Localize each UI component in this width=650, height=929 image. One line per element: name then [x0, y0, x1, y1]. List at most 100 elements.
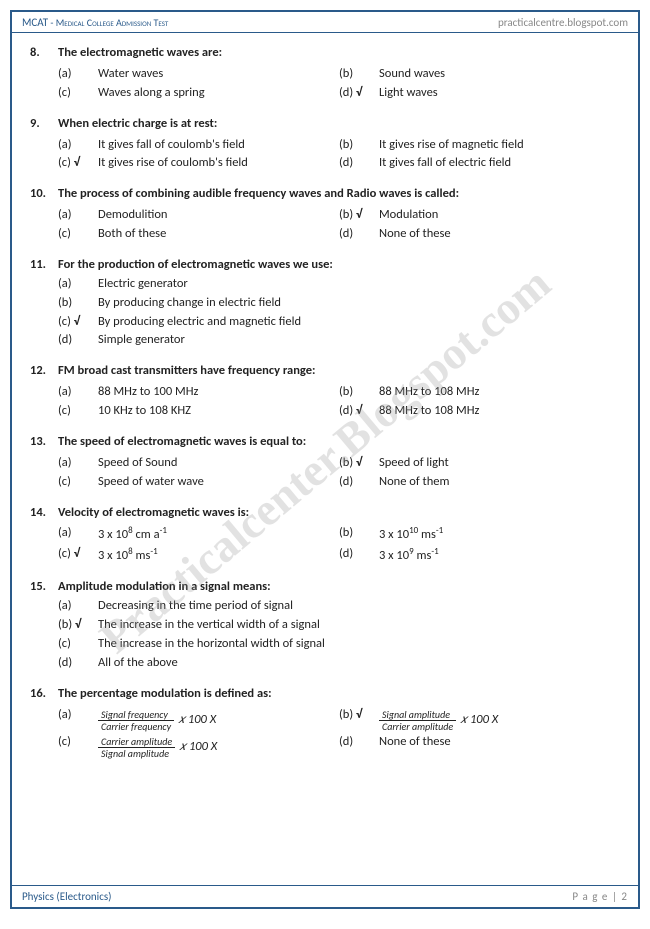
option-text: The increase in the horizontal width of … [98, 636, 620, 653]
option: (d)Simple generator [58, 332, 620, 349]
option: (c) √It gives rise of coulomb's field [58, 155, 339, 172]
option-label: (d) [58, 332, 98, 349]
question-text: When electric charge is at rest: [58, 116, 620, 133]
question: 12.FM broad cast transmitters have frequ… [30, 363, 620, 420]
question-row: 11.For the production of electromagnetic… [30, 257, 620, 274]
checkmark-icon: √ [356, 455, 362, 470]
option-text: 3 x 109 ms-1 [379, 546, 620, 565]
question-text: Amplitude modulation in a signal means: [58, 579, 620, 596]
question-number: 10. [30, 186, 58, 203]
option: (b)3 x 1010 ms-1 [339, 525, 620, 544]
option-text: Speed of water wave [98, 474, 339, 491]
option-text: Water waves [98, 66, 339, 83]
fraction: Carrier amplitudeSignal amplitude [98, 736, 175, 759]
option-label: (b) [339, 66, 379, 83]
option: (a)3 x 108 cm a-1 [58, 525, 339, 544]
question-number: 13. [30, 434, 58, 451]
question-number: 14. [30, 505, 58, 522]
question-number: 11. [30, 257, 58, 274]
option-text: It gives fall of electric field [379, 155, 620, 172]
question-row: 15.Amplitude modulation in a signal mean… [30, 579, 620, 596]
question-number: 15. [30, 579, 58, 596]
option: (a)Electric generator [58, 276, 620, 293]
option: (c)10 KHz to 108 KHZ [58, 403, 339, 420]
question: 16.The percentage modulation is defined … [30, 686, 620, 759]
fraction: Signal amplitudeCarrier amplitude [379, 709, 456, 732]
question: 10.The process of combining audible freq… [30, 186, 620, 243]
question: 11.For the production of electromagnetic… [30, 257, 620, 349]
checkmark-icon: √ [74, 546, 80, 561]
option: (d)None of these [339, 734, 620, 759]
option-label: (a) [58, 455, 98, 472]
fraction: Signal frequencyCarrier frequency [98, 709, 174, 732]
question: 13.The speed of electromagnetic waves is… [30, 434, 620, 491]
option-text: 88 MHz to 108 MHz [379, 403, 620, 420]
option: (a)It gives fall of coulomb's field [58, 137, 339, 154]
option-text: The increase in the vertical width of a … [98, 617, 620, 634]
option: (b) √Modulation [339, 207, 620, 224]
option-label: (b) √ [339, 707, 379, 732]
question-text: FM broad cast transmitters have frequenc… [58, 363, 620, 380]
option-label: (d) √ [339, 403, 379, 420]
question-number: 16. [30, 686, 58, 703]
option-label: (c) [58, 474, 98, 491]
question-text: The speed of electromagnetic waves is eq… [58, 434, 620, 451]
checkmark-icon: √ [74, 314, 80, 329]
option-label: (a) [58, 707, 98, 732]
option-text: Speed of Sound [98, 455, 339, 472]
fraction-denominator: Carrier amplitude [379, 721, 456, 732]
option: (d) √Light waves [339, 85, 620, 102]
option-label: (c) √ [58, 314, 98, 331]
option-text: Light waves [379, 85, 620, 102]
option-label: (a) [58, 207, 98, 224]
option-label: (c) [58, 734, 98, 759]
option-text: Electric generator [98, 276, 620, 293]
option: (b) √Signal amplitudeCarrier amplitude 𝑥… [339, 707, 620, 732]
option-text: 88 MHz to 108 MHz [379, 384, 620, 401]
question-text: The process of combining audible frequen… [58, 186, 620, 203]
question: 15.Amplitude modulation in a signal mean… [30, 579, 620, 671]
option-text: 88 MHz to 100 MHz [98, 384, 339, 401]
formula-tail: 𝑥 100 X [179, 739, 217, 756]
option-text: By producing change in electric field [98, 295, 620, 312]
options-list: (a)Decreasing in the time period of sign… [30, 598, 620, 672]
options-list: (a)Demodulition(b) √Modulation(c)Both of… [30, 205, 620, 243]
footer-page-label: P a g e | [572, 890, 621, 903]
options-list: (a)88 MHz to 100 MHz(b)88 MHz to 108 MHz… [30, 382, 620, 420]
option: (a)Signal frequencyCarrier frequency 𝑥 1… [58, 707, 339, 732]
fraction-denominator: Signal amplitude [98, 748, 175, 759]
question-text: For the production of electromagnetic wa… [58, 257, 620, 274]
option-label: (d) [339, 474, 379, 491]
fraction-numerator: Carrier amplitude [98, 736, 175, 748]
option-label: (b) √ [339, 207, 379, 224]
option-label: (d) [339, 155, 379, 172]
option: (a)88 MHz to 100 MHz [58, 384, 339, 401]
option: (d)3 x 109 ms-1 [339, 546, 620, 565]
formula: Signal amplitudeCarrier amplitude 𝑥 100 … [379, 709, 498, 732]
option-text: Simple generator [98, 332, 620, 349]
question-row: 9.When electric charge is at rest: [30, 116, 620, 133]
question-row: 8.The electromagnetic waves are: [30, 45, 620, 62]
question-number: 12. [30, 363, 58, 380]
header-url: practicalcentre.blogspot.com [498, 16, 628, 29]
option-label: (b) [339, 525, 379, 544]
option-label: (b) [58, 295, 98, 312]
checkmark-icon: √ [74, 155, 80, 170]
formula-tail: 𝑥 100 X [178, 712, 216, 729]
option-label: (c) [58, 226, 98, 243]
page-footer: Physics (Electronics) P a g e | 2 [12, 885, 638, 907]
option-text: Sound waves [379, 66, 620, 83]
question-row: 12.FM broad cast transmitters have frequ… [30, 363, 620, 380]
checkmark-icon: √ [356, 85, 362, 100]
option: (c) √By producing electric and magnetic … [58, 314, 620, 331]
header-title-main: MCAT [22, 16, 48, 29]
question-row: 16.The percentage modulation is defined … [30, 686, 620, 703]
option: (b)88 MHz to 108 MHz [339, 384, 620, 401]
option-text: None of these [379, 734, 620, 759]
option-text: Speed of light [379, 455, 620, 472]
option-text: By producing electric and magnetic field [98, 314, 620, 331]
question: 9.When electric charge is at rest: (a)It … [30, 116, 620, 173]
options-list: (a)Speed of Sound(b) √Speed of light(c)S… [30, 453, 620, 491]
header-title-sub: - Medical College Admission Test [48, 16, 168, 29]
option: (c) √3 x 108 ms-1 [58, 546, 339, 565]
